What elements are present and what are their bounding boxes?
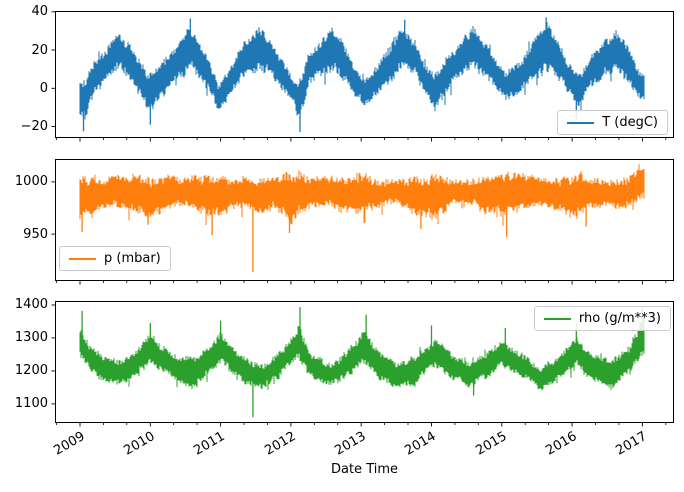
x-tick-label: 2017 [613,429,650,459]
y-tick-label: 950 [23,226,48,242]
y-tick-label: 20 [31,42,48,58]
temperature-line-sample [567,121,595,124]
y-tick-label: −20 [20,119,48,135]
x-axis-title: Date Time [330,462,399,477]
y-tick-label: 1100 [14,396,48,412]
x-tick-label: 2012 [262,429,299,459]
pressure-series [79,164,645,272]
x-tick-label: 2014 [402,429,439,459]
legend-label-temperature: T (degC) [602,115,658,130]
x-tick-label: 2011 [191,429,229,459]
legend-temperature: T (degC) [557,110,668,135]
x-tick-label: 2009 [51,429,88,459]
y-tick-label: 40 [31,4,48,20]
legend-label-density: rho (g/m**3) [578,311,661,326]
x-tick-label: 2013 [332,429,369,459]
legend-label-pressure: p (mbar) [104,251,161,266]
subplot-temperature [51,11,674,142]
x-tick-label: 2016 [543,429,580,459]
y-tick-label: 1400 [14,297,48,313]
density-line-sample [543,317,571,320]
y-tick-label: 1300 [14,330,48,346]
y-tick-label: 0 [39,80,48,96]
temperature-series [79,17,645,132]
subplot-density [51,301,674,427]
y-tick-label: 1200 [14,363,48,379]
x-tick-label: 2015 [473,429,510,459]
legend-pressure: p (mbar) [59,246,171,271]
y-tick-label: 1000 [14,174,48,190]
legend-density: rho (g/m**3) [533,306,671,331]
x-tick-label: 2010 [121,429,158,459]
pressure-line-sample [69,257,96,260]
subplot-pressure [51,159,674,285]
